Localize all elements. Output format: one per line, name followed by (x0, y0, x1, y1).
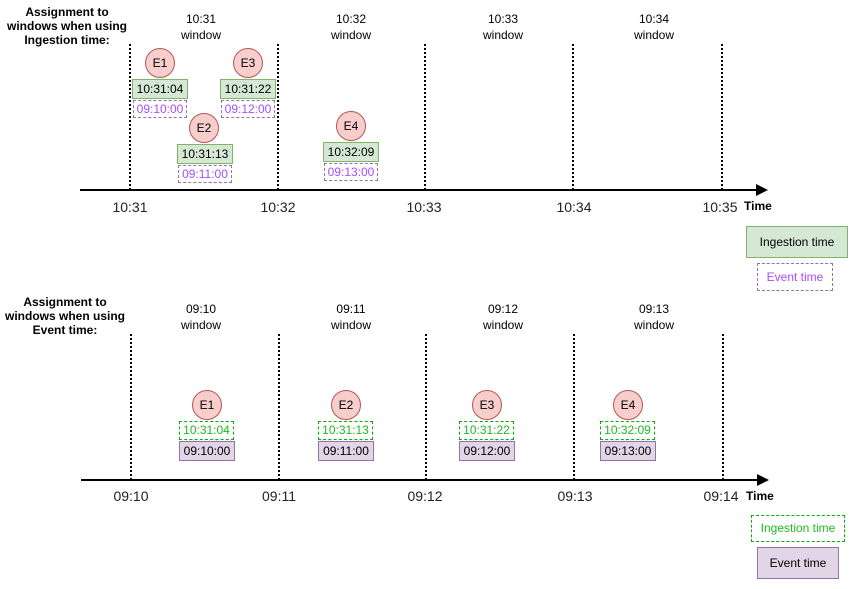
event-node-e4: E4 (613, 390, 643, 420)
event-node-e2: E2 (331, 390, 361, 420)
window-label-1: 10:31 window (180, 12, 222, 42)
window-label-4: 09:13 window (633, 302, 675, 332)
axis-tick-label: 10:35 (702, 199, 738, 215)
window-label-2: 09:11 window (330, 302, 372, 332)
legend-ingestion-time: Ingestion time (746, 226, 848, 258)
event-time-box: 09:13:00 (324, 163, 378, 181)
window-label-3: 10:33 window (482, 12, 524, 42)
ingestion-time-box: 10:32:09 (600, 421, 655, 440)
legend-event-time: Event time (757, 547, 839, 579)
window-boundary-line (277, 44, 279, 190)
axis-tick-label: 10:31 (112, 199, 148, 215)
window-boundary-line (722, 334, 724, 480)
event-time-box: 09:12:00 (221, 100, 275, 118)
ingestion-time-box: 10:31:13 (318, 421, 373, 440)
axis-tick-label: 10:34 (556, 199, 592, 215)
axis-arrowhead (756, 184, 768, 196)
event-node-e4: E4 (336, 111, 366, 141)
event-node-e2: E2 (189, 113, 219, 143)
event-time-box: 09:13:00 (600, 441, 656, 461)
event-node-e3: E3 (233, 48, 263, 78)
axis-tick-label: 10:32 (260, 199, 296, 215)
window-label-1: 09:10 window (180, 302, 222, 332)
window-boundary-line (573, 334, 575, 480)
legend-ingestion-time: Ingestion time (751, 515, 845, 542)
ingestion-time-box: 10:32:09 (323, 142, 379, 162)
window-boundary-line (425, 334, 427, 480)
axis-tick-label: 09:11 (262, 488, 296, 504)
ingestion-time-box: 10:31:13 (177, 144, 233, 164)
window-label-3: 09:12 window (482, 302, 524, 332)
axis-arrowhead (757, 474, 769, 486)
window-boundary-line (130, 334, 132, 480)
axis-tick-label: 09:12 (407, 488, 443, 504)
axis-title: Time (746, 489, 774, 503)
axis-tick-label: 09:13 (557, 488, 593, 504)
legend-event-time: Event time (757, 263, 833, 291)
event-time-heading: Assignment to windows when using Event t… (5, 295, 125, 337)
axis-tick-label: 09:10 (113, 488, 149, 504)
window-boundary-line (278, 334, 280, 480)
window-label-2: 10:32 window (330, 12, 372, 42)
event-time-box: 09:11:00 (178, 165, 232, 183)
event-time-box: 09:11:00 (318, 441, 374, 461)
event-time-box: 09:10:00 (179, 441, 235, 461)
window-boundary-line (721, 44, 723, 190)
time-axis (81, 479, 759, 481)
time-axis (80, 189, 758, 191)
axis-tick-label: 09:14 (703, 488, 739, 504)
window-label-4: 10:34 window (633, 12, 675, 42)
event-node-e3: E3 (472, 390, 502, 420)
ingestion-time-box: 10:31:22 (220, 79, 276, 99)
event-time-box: 09:12:00 (459, 441, 515, 461)
event-node-e1: E1 (145, 48, 175, 78)
window-boundary-line (424, 44, 426, 190)
ingestion-heading: Assignment to windows when using Ingesti… (7, 5, 127, 47)
window-boundary-line (572, 44, 574, 190)
axis-tick-label: 10:33 (406, 199, 442, 215)
ingestion-time-box: 10:31:22 (459, 421, 514, 440)
ingestion-time-box: 10:31:04 (132, 79, 188, 99)
axis-title: Time (744, 199, 772, 213)
event-time-box: 09:10:00 (133, 100, 187, 118)
window-boundary-line (129, 44, 131, 190)
event-node-e1: E1 (192, 390, 222, 420)
ingestion-time-box: 10:31:04 (179, 421, 234, 440)
